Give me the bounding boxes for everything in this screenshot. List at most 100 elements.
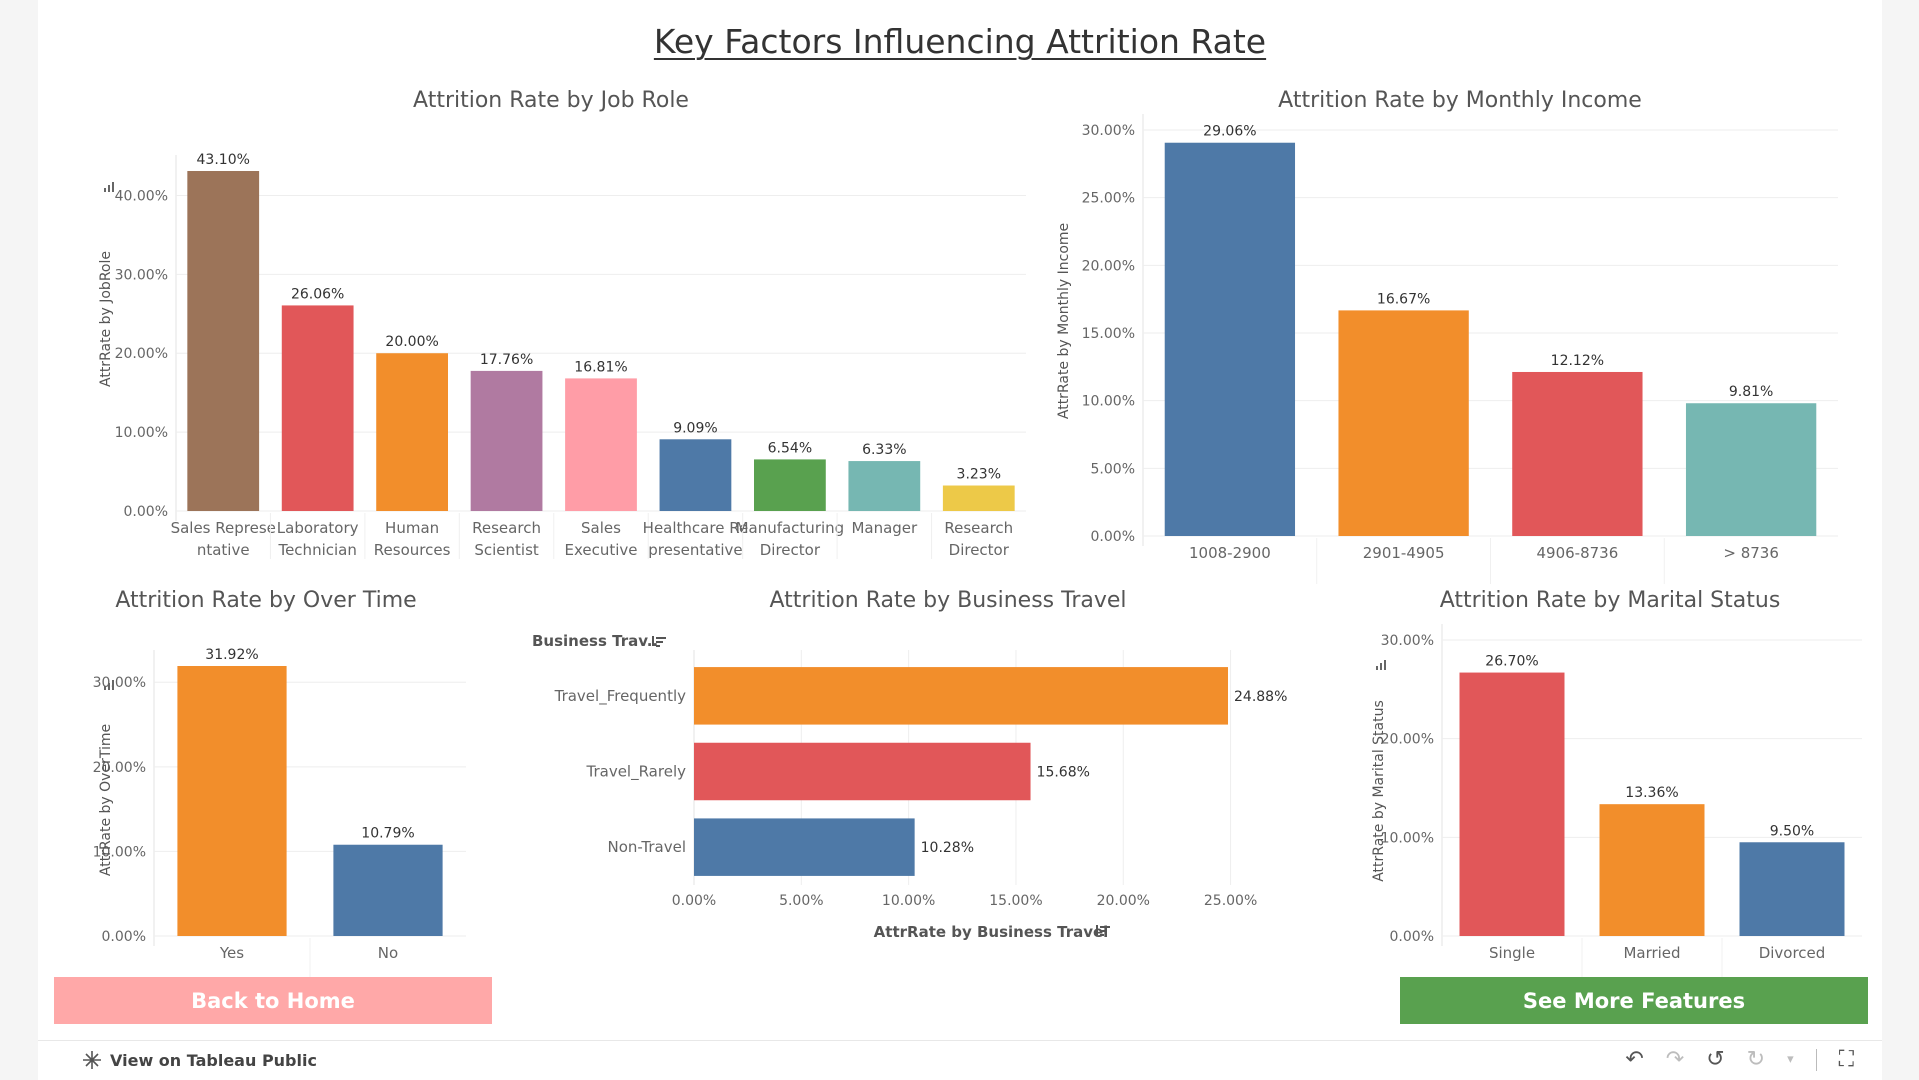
y-axis-title: AttrRate by OverTime bbox=[98, 724, 114, 876]
x-tick-label: 4906-8736 bbox=[1536, 544, 1618, 562]
bar-value-label: 31.92% bbox=[205, 647, 258, 663]
chart-over-time[interactable]: Attrition Rate by Over Time 0.00% 10.00% 2… bbox=[66, 586, 466, 984]
bar bbox=[376, 353, 448, 511]
y-tick-label: 10.00% bbox=[1381, 830, 1434, 846]
chart-svg: 0.00% 10.00% 20.00% 30.00% AttrRate by Marit… bbox=[1371, 624, 1862, 984]
y-tick-label: 20.00% bbox=[1381, 732, 1434, 748]
bar bbox=[694, 667, 1228, 725]
chart-marital-status[interactable]: Attrition Rate by Marital Status 0.00% 10… bbox=[1338, 586, 1882, 984]
category-label: Travel_Frequently bbox=[554, 687, 687, 706]
y-tick-label: 25.00% bbox=[1082, 191, 1135, 207]
dropdown-icon[interactable]: ▾ bbox=[1787, 1052, 1794, 1067]
chart-title: Attrition Rate by Monthly Income bbox=[1278, 88, 1642, 113]
see-more-features-button[interactable]: See More Features bbox=[1400, 977, 1868, 1024]
bar bbox=[187, 171, 260, 511]
chart-title: Attrition Rate by Business Travel bbox=[769, 588, 1127, 613]
bar bbox=[565, 378, 637, 511]
row-header: Business Trav.. bbox=[532, 632, 658, 650]
x-tick-label: Director bbox=[760, 541, 821, 559]
x-tick-label: Manager bbox=[851, 519, 918, 537]
bar bbox=[1685, 403, 1817, 536]
bar-value-label: 10.28% bbox=[921, 840, 974, 856]
x-tick-label: ntative bbox=[197, 541, 250, 559]
bar bbox=[1164, 142, 1296, 537]
bar-value-label: 26.70% bbox=[1485, 654, 1538, 670]
y-tick-label: 15.00% bbox=[1082, 326, 1135, 342]
axis-sort-icon bbox=[104, 680, 114, 690]
bar-value-label: 13.36% bbox=[1625, 785, 1678, 801]
y-tick-label: 0.00% bbox=[1091, 529, 1135, 545]
y-tick-label: 30.00% bbox=[1381, 633, 1434, 649]
x-tick-label: 2901-4905 bbox=[1363, 544, 1445, 562]
bar bbox=[281, 305, 354, 511]
x-tick-label: 15.00% bbox=[989, 893, 1042, 909]
axis-sort-icon bbox=[104, 182, 114, 192]
tableau-footer: View on Tableau Public ↶ ↷ ↺ ↻ ▾ ⛶ bbox=[38, 1040, 1882, 1080]
bar bbox=[1338, 310, 1469, 536]
x-tick-label: Director bbox=[949, 541, 1010, 559]
y-tick-label: 30.00% bbox=[93, 675, 146, 691]
bar-value-label: 9.09% bbox=[673, 420, 717, 436]
bar-value-label: 43.10% bbox=[197, 152, 250, 168]
chart-svg: 0.00% 10.00% 20.00% 30.00% 40.00% AttrRate by… bbox=[98, 152, 1026, 559]
bar-value-label: 12.12% bbox=[1551, 353, 1604, 369]
x-tick-label: Executive bbox=[564, 541, 637, 559]
chart-monthly-income[interactable]: Attrition Rate by Monthly Income 0.00% 5.… bbox=[1038, 86, 1882, 584]
x-tick-label: Single bbox=[1489, 944, 1535, 962]
x-tick-label: 20.00% bbox=[1097, 893, 1150, 909]
chart-svg: 0.00% 5.00% 10.00% 15.00% 20.00% 25.00% 30.00%… bbox=[1056, 114, 1838, 584]
view-on-tableau-link[interactable]: View on Tableau Public bbox=[82, 1050, 317, 1070]
x-tick-label: Divorced bbox=[1759, 944, 1826, 962]
bar bbox=[659, 439, 732, 511]
bar-value-label: 9.81% bbox=[1729, 384, 1773, 400]
x-tick-label: Sales bbox=[581, 519, 621, 537]
x-tick-label: Technician bbox=[277, 541, 356, 559]
refresh-icon[interactable]: ↻ bbox=[1746, 1047, 1766, 1072]
y-tick-label: 10.00% bbox=[1082, 394, 1135, 410]
chart-business-travel[interactable]: Attrition Rate by Business Travel 0.00% 5… bbox=[518, 586, 1378, 970]
bar-value-label: 24.88% bbox=[1234, 689, 1287, 705]
y-tick-label: 5.00% bbox=[1091, 461, 1135, 477]
x-tick-label: Healthcare Re bbox=[643, 519, 749, 537]
revert-icon[interactable]: ↺ bbox=[1706, 1047, 1725, 1072]
view-on-tableau-label: View on Tableau Public bbox=[110, 1050, 317, 1070]
bar-value-label: 20.00% bbox=[385, 334, 438, 350]
x-tick-label: Yes bbox=[219, 944, 244, 962]
bar bbox=[942, 485, 1015, 511]
category-label: Travel_Rarely bbox=[586, 763, 687, 782]
chart-title: Attrition Rate by Over Time bbox=[115, 588, 417, 613]
bar-value-label: 9.50% bbox=[1770, 823, 1814, 839]
bar bbox=[470, 370, 543, 511]
x-tick-label: 25.00% bbox=[1204, 893, 1257, 909]
bar bbox=[754, 459, 826, 511]
x-tick-label: Sales Represe bbox=[171, 519, 276, 537]
bar bbox=[694, 818, 915, 876]
bar-value-label: 26.06% bbox=[291, 286, 344, 302]
dashboard: Key Factors Influencing Attrition Rate A… bbox=[38, 0, 1882, 1040]
chart-job-role[interactable]: Attrition Rate by Job Role 0.00% 10.00% 20… bbox=[66, 86, 1036, 566]
tableau-logo-icon bbox=[83, 1051, 101, 1069]
bar bbox=[1739, 842, 1845, 936]
redo-icon[interactable]: ↷ bbox=[1665, 1047, 1685, 1072]
fullscreen-icon[interactable]: ⛶ bbox=[1838, 1047, 1854, 1072]
bar-value-label: 15.68% bbox=[1037, 765, 1090, 781]
y-tick-label: 40.00% bbox=[115, 188, 168, 204]
x-tick-label: Research bbox=[944, 519, 1013, 537]
category-label: Non-Travel bbox=[607, 838, 686, 856]
x-tick-label: Married bbox=[1623, 944, 1680, 962]
y-tick-label: 0.00% bbox=[124, 504, 168, 520]
y-axis-title: AttrRate by Marital Status bbox=[1371, 700, 1387, 882]
back-to-home-button[interactable]: Back to Home bbox=[54, 977, 492, 1024]
undo-icon[interactable]: ↶ bbox=[1625, 1047, 1644, 1072]
sort-icon bbox=[652, 636, 666, 647]
x-tick-label: 5.00% bbox=[779, 893, 823, 909]
bar-value-label: 16.81% bbox=[574, 359, 627, 375]
chart-svg: 0.00% 5.00% 10.00% 15.00% 20.00% 25.00% Busine… bbox=[532, 632, 1287, 941]
bar-value-label: 6.54% bbox=[768, 440, 812, 456]
bar bbox=[848, 461, 921, 511]
y-tick-label: 30.00% bbox=[115, 267, 168, 283]
y-tick-label: 30.00% bbox=[1082, 123, 1135, 139]
bar bbox=[1512, 371, 1643, 536]
y-tick-label: 10.00% bbox=[115, 425, 168, 441]
y-axis-title: AttrRate by JobRole bbox=[98, 251, 114, 387]
